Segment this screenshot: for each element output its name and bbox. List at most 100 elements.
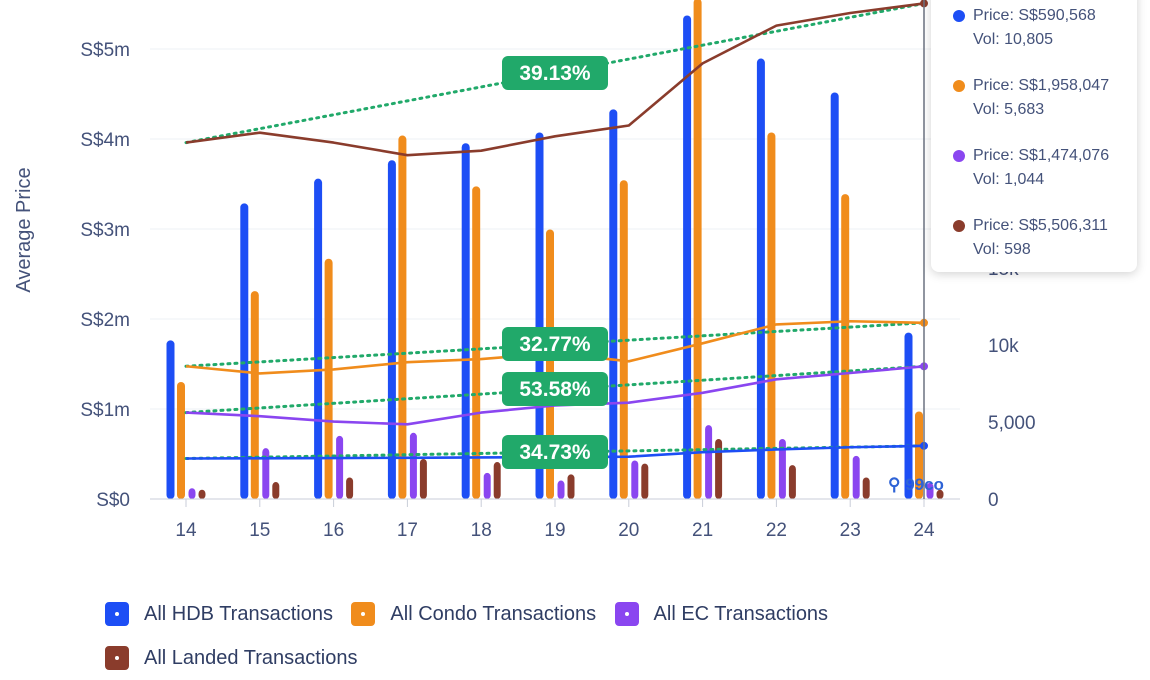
tooltip-price: Price: S$1,474,076 [973,147,1110,164]
growth-badge-group: 39.13% 32.77% 53.58% 34.73% [502,56,608,469]
bar-all-hdb-transactions [756,58,765,500]
bar-all-condo-transactions [767,132,776,500]
series-dot-icon [953,220,965,232]
tooltip-price: Price: S$1,958,047 [973,77,1110,94]
x-tick-label: 15 [249,520,270,541]
y-tick-label: S$1m [80,400,130,421]
watermark-logo: ⚲ 99co [888,475,944,495]
bar-all-hdb-transactions [387,160,396,499]
bar-all-condo-transactions [693,0,702,499]
growth-badge-bg [502,372,608,406]
legend-swatch-icon [105,646,129,670]
bar-all-landed-transactions [419,458,427,499]
bar-all-ec-transactions [262,448,270,499]
bar-all-condo-transactions [177,381,185,499]
tooltip-item-ec: Price: S$1,474,076 Vol: 1,044 [953,144,1137,192]
bar-all-hdb-transactions [904,332,913,499]
y2-tick-label: 10k [988,336,1019,357]
series-dot-icon [953,10,965,22]
bar-all-ec-transactions [409,432,417,499]
bar-all-hdb-transactions [830,92,839,499]
bar-all-landed-transactions [715,438,723,499]
y-tick-label: S$0 [96,490,130,511]
series-dot-icon [953,80,965,92]
bar-all-hdb-transactions [314,178,323,499]
bar-all-landed-transactions [346,477,354,499]
series-dot-icon [953,150,965,162]
chart-legend: All HDB Transactions All Condo Transacti… [105,592,1005,680]
growth-badge-bg [502,56,608,91]
tooltip-volume: Vol: 10,805 [973,31,1054,48]
bar-all-ec-transactions [188,488,196,499]
price-line-all-landed-transactions [185,2,925,157]
bar-all-ec-transactions [631,460,639,499]
bar-all-landed-transactions [272,482,280,499]
bar-all-ec-transactions [557,480,565,499]
y2-tick-label: 0 [988,490,999,511]
bar-all-ec-transactions [705,425,713,499]
bar-all-condo-transactions [398,135,407,499]
growth-badge-label: 32.77% [519,333,591,356]
axes-group: S$0S$1mS$2mS$3mS$4mS$5m05,00010k15k14151… [80,0,1036,541]
bar-all-landed-transactions [641,463,649,499]
y-axis-title: Average Price [13,167,35,292]
growth-badge-label: 39.13% [519,62,591,85]
trendline [184,1,926,145]
y-tick-label: S$5m [80,40,130,61]
tooltip-item-landed: Price: S$5,506,311 Vol: 598 [953,214,1137,262]
bar-all-condo-transactions [915,411,923,499]
y-tick-label: S$3m [80,220,130,241]
legend-label: All Condo Transactions [390,602,597,625]
growth-badge: 32.77% [502,327,608,361]
chart-grid [150,48,960,410]
x-tick-label: 22 [766,520,787,541]
bar-all-condo-transactions [250,291,259,499]
tooltip-volume: Vol: 598 [973,241,1031,258]
y2-tick-label: 5,000 [988,413,1036,434]
bar-all-landed-transactions [862,477,870,499]
growth-badge: 34.73% [502,435,608,469]
bar-all-condo-transactions [324,258,333,499]
bar-all-hdb-transactions [166,340,175,499]
legend-item-landed[interactable]: All Landed Transactions [105,636,357,680]
bar-group [166,0,944,500]
bar-all-landed-transactions [493,462,501,499]
tooltip-price: Price: S$5,506,311 [973,217,1108,234]
tooltip-price: Price: S$590,568 [973,7,1096,24]
bar-all-hdb-transactions [683,15,692,499]
legend-swatch-icon [105,602,129,626]
y-tick-label: S$4m [80,130,130,151]
tooltip-volume: Vol: 1,044 [973,171,1045,188]
x-tick-label: 23 [840,520,861,541]
x-tick-label: 24 [913,520,935,541]
growth-badge-bg [502,327,608,361]
y-tick-label: S$2m [80,310,130,331]
bar-all-ec-transactions [483,472,491,499]
legend-label: All EC Transactions [653,602,829,625]
bar-all-hdb-transactions [609,109,618,499]
x-tick-label: 14 [175,520,197,541]
x-tick-label: 20 [618,520,639,541]
growth-badge-label: 53.58% [519,378,591,401]
legend-swatch-icon [351,602,376,626]
bar-all-condo-transactions [619,180,628,499]
legend-item-ec[interactable]: All EC Transactions [614,592,829,636]
growth-badge: 53.58% [502,372,608,406]
bar-all-hdb-transactions [461,143,470,499]
legend-item-hdb[interactable]: All HDB Transactions [105,592,333,636]
tooltip-volume: Vol: 5,683 [973,101,1045,118]
x-tick-label: 17 [397,520,418,541]
bar-all-ec-transactions [926,482,934,499]
legend-item-condo[interactable]: All Condo Transactions [351,592,596,636]
watermark-text: 99co [905,475,944,494]
bar-all-condo-transactions [546,229,554,499]
growth-badge: 39.13% [502,56,608,91]
tooltip-item-condo: Price: S$1,958,047 Vol: 5,683 [953,74,1137,122]
bar-all-ec-transactions [778,438,786,499]
bar-all-landed-transactions [788,465,796,499]
bar-all-landed-transactions [198,489,206,499]
growth-badge-label: 34.73% [519,441,591,464]
bar-all-ec-transactions [852,455,860,499]
x-tick-label: 21 [692,520,713,541]
